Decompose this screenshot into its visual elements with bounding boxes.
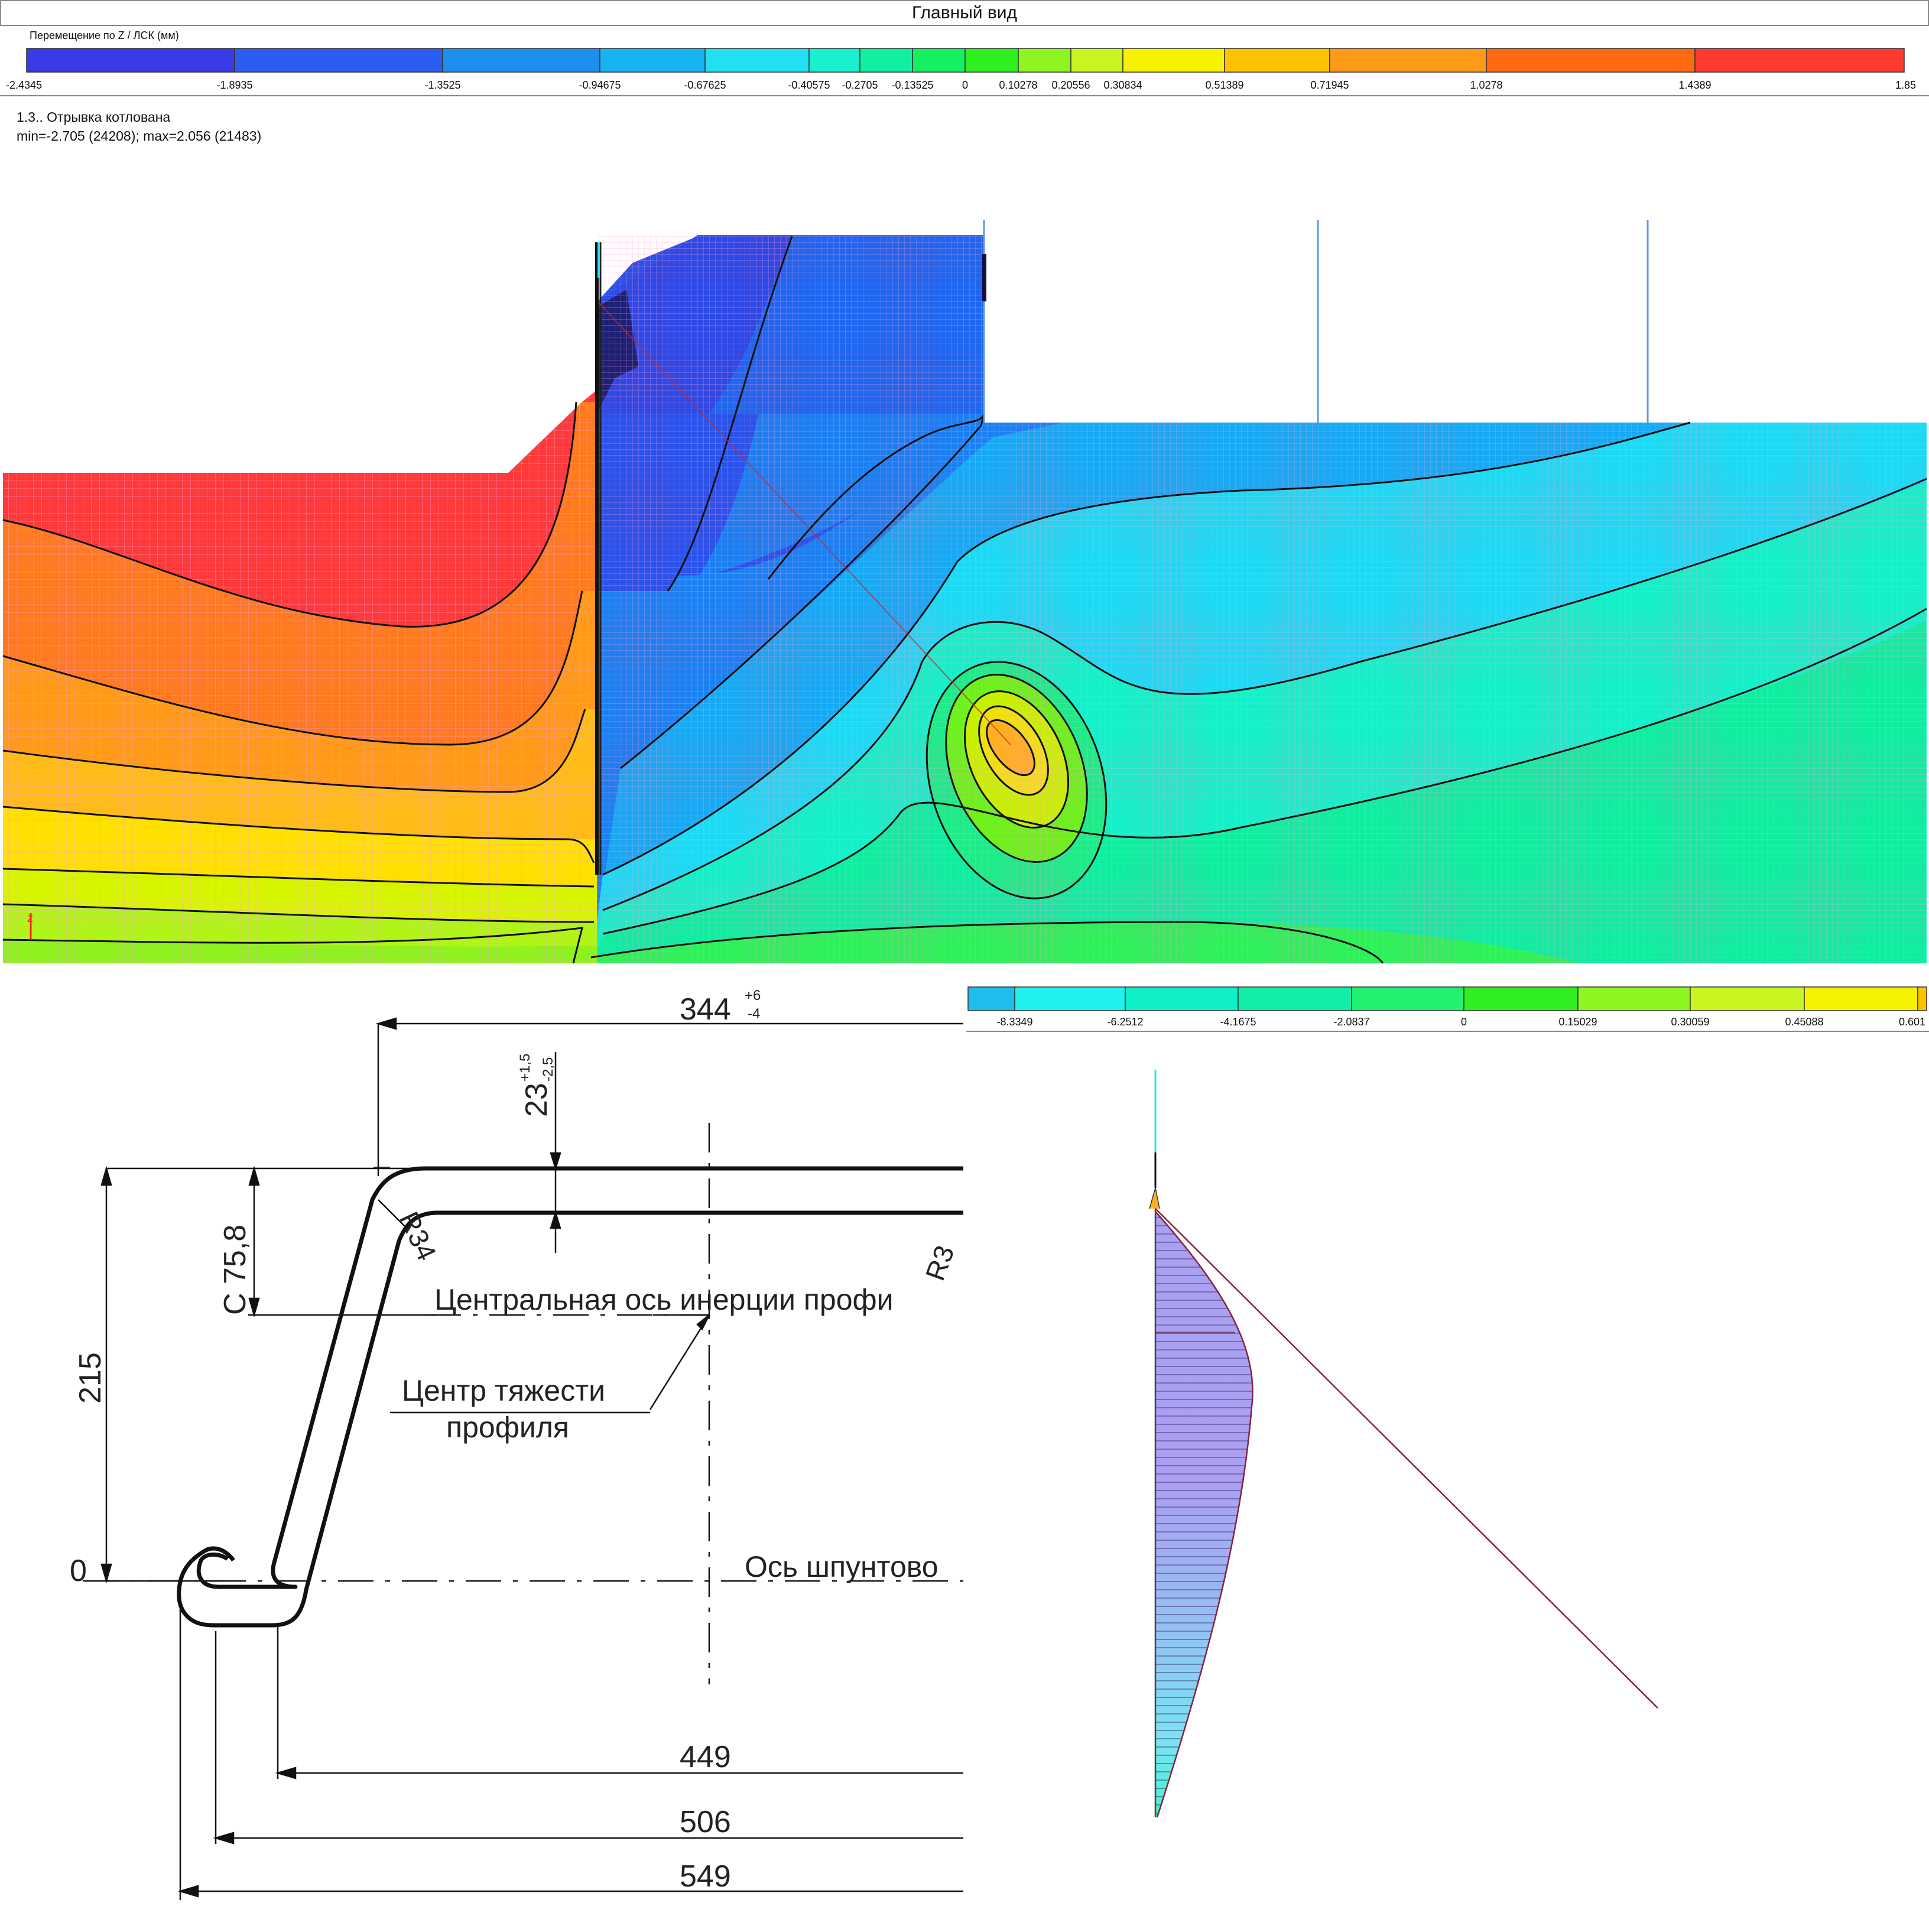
legend-tick-label: 0.51389 [1205,79,1243,91]
legend-swatch [1690,986,1805,1011]
dim-width-top: 344 [680,992,731,1027]
legend-tick-label: 1.4389 [1678,79,1711,91]
legend-tick-label: -2.4345 [6,79,42,91]
legend-swatch [1122,48,1225,73]
contour-lines [2,236,1927,964]
legend-tick-label: 0 [1461,1016,1467,1028]
legend-tick-label: -0.40575 [788,79,830,91]
legend-swatch [1125,986,1239,1011]
legend-tick-label: 0.601 [1899,1016,1925,1028]
legend-tick-label: -0.94675 [579,79,621,91]
legend-tick-label: 0.20556 [1051,79,1090,91]
dim-width-tol-plus: +6 [745,988,761,1004]
label-inertia-axis: Центральная ось инерции профи [434,1283,894,1316]
dim-thickness: 23 [519,1083,554,1117]
legend-tick-label: -1.3525 [424,79,460,91]
dim-thickness-tol-minus: -2,5 [540,1057,556,1082]
legend-swatch [234,48,443,73]
dim-height: 215 [73,1352,108,1404]
legend-swatch [964,48,1019,73]
anchor [598,302,1011,745]
legend-swatch [1224,48,1330,73]
legend-swatch [1351,986,1464,1011]
legend-tick-label: 1.0278 [1470,79,1502,91]
profile-drawing: 344 +6 -4 23 +1,5 -2,5 C 75,8 R34 R3 215… [70,988,963,1900]
label-centroid-1: Центр тяжести [402,1374,605,1407]
legend-swatch [704,48,810,73]
legend-swatch [1329,48,1487,73]
legend-swatch [859,48,913,73]
legend-tick-label: 0.45088 [1785,1016,1823,1028]
dim-zero: 0 [70,1554,87,1588]
legend-swatch [442,48,600,73]
legend-swatch [808,48,860,73]
legend-tick-label: -6.2512 [1107,1016,1143,1028]
legend-tick-label: -8.3349 [996,1016,1032,1028]
legend-tick-label: -4.1675 [1220,1016,1256,1028]
legend-swatch [1486,48,1696,73]
legend-swatch [599,48,706,73]
legend-swatch [1463,986,1579,1011]
legend-swatch [1070,48,1123,73]
legend-swatch [912,48,966,73]
legend-swatch [1018,48,1071,73]
legend-tick-label: 0.30059 [1671,1016,1709,1028]
load-case: 1.3.. Отрывка котлована [17,109,171,125]
legend-tick-label: 0.30834 [1103,79,1142,91]
dim-width-tol-minus: -4 [748,1006,760,1022]
legend-tick-label: -0.67625 [684,79,726,91]
dim-radius-outer: R3 [920,1241,960,1284]
legend-swatch [1804,986,1918,1011]
pile-diagram [1149,1070,1658,1818]
legend-caption: Перемещение по Z / ЛСК (мм) [30,30,179,41]
legend-tick-label: -0.2705 [842,79,878,91]
dim-449: 449 [680,1740,731,1774]
axis-marker: Z [27,914,33,924]
legend-tick-label: 0 [962,79,968,91]
legend-tick-label: -2.0837 [1333,1016,1369,1028]
legend-tick-label: 0.15029 [1558,1016,1597,1028]
result-info: 1.3.. Отрывка котлована min=-2.705 (2420… [17,108,261,145]
label-centroid-2: профиля [446,1411,569,1444]
legend-tick-label: 0.71945 [1310,79,1349,91]
color-legend-top: -2.4345 -1.8935 -1.3525 -0.94675 -0.67625 -0.… [0,48,1929,96]
legend-swatch [26,48,235,73]
legend-swatch [1577,986,1691,1011]
fe-contour-map: Z [2,220,1927,964]
dim-thickness-tol-plus: +1,5 [517,1054,533,1082]
legend-tick-label: 0.10278 [999,79,1037,91]
color-legend-bottom: -8.3349 -6.2512 -4.1675 -2.0837 0 0.15029 0.30… [966,986,1929,1032]
legend-tick-label: 1.85 [1895,79,1916,91]
dim-549: 549 [680,1859,731,1894]
legend-tick-label: -0.13525 [891,79,933,91]
legend-swatch [967,986,1015,1011]
legend-swatch [1694,48,1905,73]
dim-c: C 75,8 [218,1225,252,1315]
min-max: min=-2.705 (24208); max=2.056 (21483) [17,128,262,144]
anchor-line [1155,1208,1658,1709]
dim-506: 506 [680,1805,731,1839]
legend-swatch [1014,986,1126,1011]
legend-swatch [1238,986,1352,1011]
legend-tick-label: -1.8935 [216,79,252,91]
window-title: Главный вид [0,0,1929,26]
label-sheet-axis: Ось шпунтово [745,1550,938,1583]
